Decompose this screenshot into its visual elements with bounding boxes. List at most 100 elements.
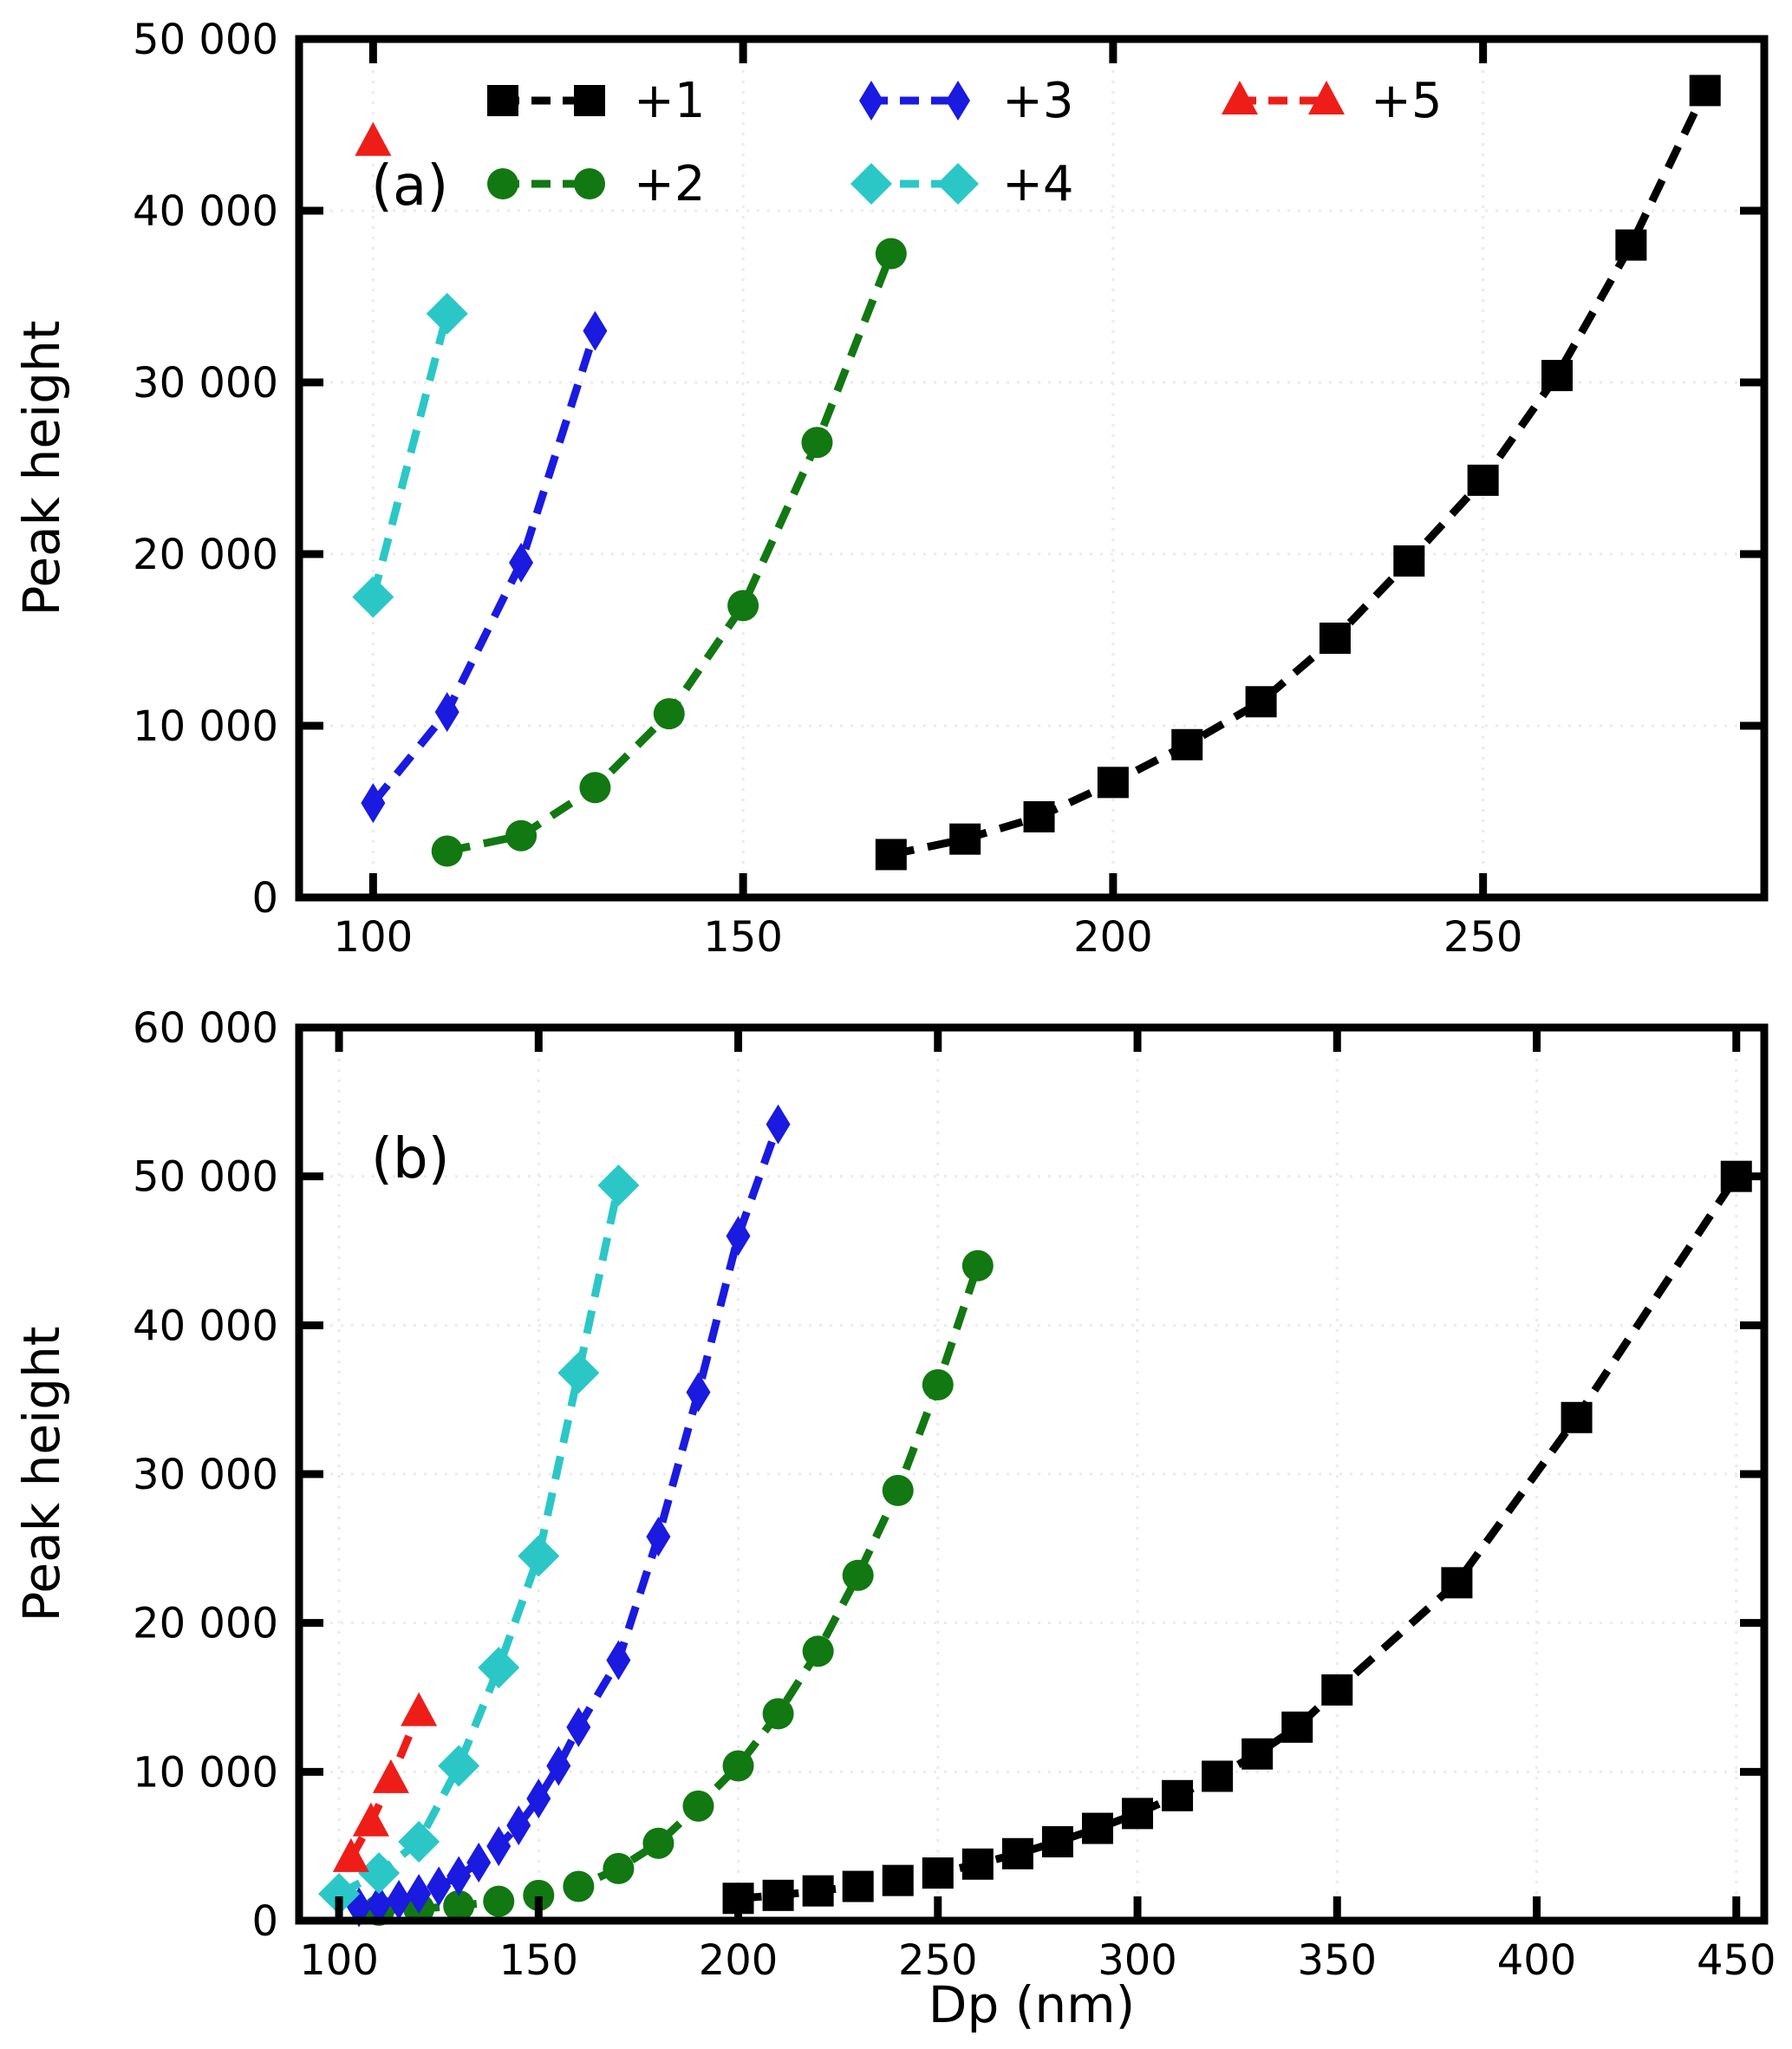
marker-diamond <box>426 292 468 335</box>
series-+3 <box>347 1104 791 1928</box>
marker-circle <box>722 1750 754 1782</box>
series-+3 <box>361 310 608 824</box>
x-tick-label: 150 <box>703 913 783 962</box>
y-tick-label: 10 000 <box>133 1748 278 1797</box>
y-tick-label: 50 000 <box>133 1153 278 1202</box>
marker-circle <box>483 1885 515 1917</box>
marker-circle <box>579 772 611 804</box>
marker-circle <box>574 168 605 199</box>
marker-thin-diamond <box>387 1879 412 1920</box>
marker-circle <box>762 1698 794 1730</box>
marker-square <box>1162 1779 1194 1811</box>
x-tick-label: 200 <box>699 1936 779 1985</box>
marker-thin-diamond <box>606 1640 631 1680</box>
marker-circle <box>727 590 759 622</box>
x-tick-label: 200 <box>1073 913 1153 962</box>
marker-diamond <box>318 1873 361 1915</box>
marker-square <box>1321 1674 1353 1706</box>
marker-diamond <box>597 1164 640 1206</box>
marker-thin-diamond <box>546 1746 571 1786</box>
legend-label: +4 <box>1002 155 1074 212</box>
marker-square <box>949 823 981 855</box>
marker-square <box>1441 1567 1473 1599</box>
marker-thin-diamond <box>946 81 970 121</box>
marker-square <box>1122 1798 1154 1830</box>
y-tick-label: 40 000 <box>133 1302 278 1350</box>
x-tick-label: 150 <box>499 1936 578 1985</box>
marker-square <box>1689 75 1721 107</box>
y-tick-label: 60 000 <box>133 1004 278 1053</box>
marker-square <box>1319 623 1351 655</box>
marker-circle <box>882 1474 914 1506</box>
legend-sample <box>487 168 605 199</box>
marker-square <box>1561 1401 1593 1433</box>
panel-label-a: (a) <box>371 154 449 219</box>
legend-label: +2 <box>634 155 706 212</box>
x-axis-label: Dp (nm) <box>928 1975 1136 2034</box>
marker-square <box>1081 1812 1113 1844</box>
marker-triangle-up <box>355 121 392 156</box>
marker-square <box>1615 229 1647 261</box>
x-tick-label: 100 <box>334 913 414 962</box>
marker-square <box>1541 360 1574 392</box>
series-+2 <box>431 238 907 867</box>
legend-sample <box>487 85 605 116</box>
marker-circle <box>875 238 907 270</box>
marker-thin-diamond <box>506 1805 531 1846</box>
y-tick-label: 40 000 <box>133 187 278 236</box>
marker-square <box>922 1857 954 1889</box>
y-axis-label-panel-a: Peak height <box>12 320 71 617</box>
panel-label-b: (b) <box>371 1127 450 1191</box>
marker-diamond <box>398 1821 440 1863</box>
marker-circle <box>443 1889 475 1922</box>
y-tick-label: 20 000 <box>133 531 278 579</box>
marker-thin-diamond <box>367 1884 392 1925</box>
marker-square <box>1467 464 1499 496</box>
legend-label: +5 <box>1371 72 1443 129</box>
marker-thin-diamond <box>509 542 534 583</box>
panel-a: 100 150 200 250 0 10 000 20 000 30 000 40 000 50 … <box>133 16 1769 962</box>
marker-thin-diamond <box>526 1778 551 1819</box>
marker-circle <box>487 168 518 199</box>
marker-thin-diamond <box>427 1866 452 1907</box>
marker-square <box>1097 767 1129 799</box>
marker-thin-diamond <box>646 1517 671 1557</box>
marker-diamond <box>438 1745 480 1787</box>
marker-square <box>1041 1826 1073 1858</box>
legend-entry-plus4: +4 <box>850 156 1218 212</box>
panel-b: 100 150 200 250 300 350 400 450 0 10 000 20 000 30 … <box>133 1004 1776 1985</box>
marker-circle <box>682 1790 714 1822</box>
series-+2 <box>363 1250 994 1926</box>
x-tick-label: 100 <box>299 1936 379 1985</box>
marker-thin-diamond <box>726 1216 751 1256</box>
series-line <box>889 88 1709 858</box>
y-axis-label-panel-b: Peak height <box>12 1326 71 1622</box>
marker-thin-diamond <box>407 1874 432 1915</box>
marker-square <box>762 1879 794 1911</box>
legend-label: +1 <box>634 72 706 129</box>
x-tick-label: 300 <box>1098 1936 1177 1985</box>
marker-square <box>875 839 907 871</box>
marker-square <box>1001 1837 1033 1870</box>
marker-circle <box>961 1250 994 1282</box>
y-tick-label: 20 000 <box>133 1600 278 1648</box>
marker-thin-diamond <box>446 1856 472 1896</box>
marker-circle <box>563 1870 595 1902</box>
marker-diamond <box>557 1352 600 1394</box>
marker-thin-diamond <box>859 81 883 121</box>
y-tick-label: 50 000 <box>133 16 278 64</box>
marker-circle <box>842 1559 874 1591</box>
series-+1 <box>875 75 1721 871</box>
series-line <box>738 1174 1740 1902</box>
y-tick-label: 30 000 <box>133 359 278 408</box>
series-+5 <box>332 1692 438 1872</box>
marker-diamond <box>518 1535 560 1577</box>
axes-frame <box>295 1023 1769 1925</box>
legend-sample <box>1222 81 1345 114</box>
marker-square <box>1393 545 1425 577</box>
marker-triangle-up <box>1308 81 1345 114</box>
marker-square <box>1023 800 1055 832</box>
x-tick-label: 450 <box>1697 1936 1776 1985</box>
series-+4 <box>352 292 468 618</box>
